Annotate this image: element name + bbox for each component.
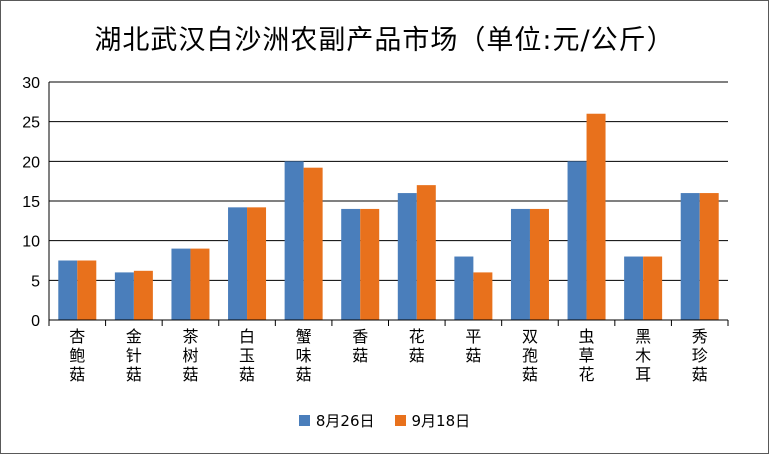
- bar-series-1: [58, 260, 78, 320]
- bar-series-2: [416, 185, 436, 320]
- legend-label-series-2: 9月18日: [411, 412, 471, 430]
- legend-swatch-series-1: [298, 415, 310, 426]
- x-tick-label: 金针菇: [126, 327, 142, 384]
- bar-series-2: [360, 208, 380, 320]
- x-tick-label: 杏鲍菇: [69, 327, 85, 384]
- bar-series-2: [529, 208, 549, 320]
- axis-labels: 0 5 10 15 20 25 30 杏鲍菇 金针菇 茶树菇 白玉菇 蟹味菇 香菇 花菇 平菇 双孢菇 虫草花 黑…: [22, 75, 708, 384]
- x-tick-label: 香菇: [352, 327, 368, 365]
- x-tick-label: 茶树菇: [182, 327, 198, 384]
- legend-label-series-1: 8月26日: [315, 412, 375, 430]
- y-tick-label: 25: [22, 115, 40, 132]
- axes: [48, 82, 729, 326]
- chart-title: 湖北武汉白沙洲农副产品市场（单位:元/公斤）: [94, 25, 675, 56]
- x-tick-label: 黑木耳: [635, 327, 651, 384]
- bar-series-2: [247, 207, 267, 320]
- y-tick-label: 20: [22, 154, 40, 171]
- gridlines: [49, 81, 728, 281]
- x-tick-label: 双孢菇: [522, 327, 538, 384]
- y-tick-label: 15: [22, 194, 40, 211]
- y-tick-label: 0: [31, 313, 40, 330]
- bar-series-1: [171, 248, 191, 320]
- bar-series-1: [284, 161, 304, 320]
- x-tick-label: 花菇: [409, 327, 425, 365]
- bar-series-2: [303, 167, 323, 320]
- legend-swatch-series-2: [394, 415, 406, 426]
- x-tick-label: 虫草花: [579, 327, 595, 384]
- x-tick-label: 白玉菇: [239, 327, 255, 384]
- bar-series-2: [643, 256, 663, 320]
- bar-series-1: [680, 193, 700, 320]
- legend: 8月26日 9月18日: [0, 410, 769, 431]
- bar-series-1: [397, 193, 417, 320]
- x-tick-label: 平菇: [465, 327, 481, 365]
- bar-series-2: [473, 272, 493, 320]
- legend-item-series-1: 8月26日: [298, 410, 375, 431]
- y-tick-label: 5: [31, 273, 40, 290]
- bar-series-2: [586, 113, 606, 320]
- bars: [58, 113, 719, 320]
- bar-series-1: [114, 272, 134, 320]
- bar-series-2: [699, 193, 719, 320]
- x-tick-label: 蟹味菇: [296, 327, 312, 384]
- bar-series-2: [133, 270, 153, 320]
- bar-series-2: [190, 248, 210, 320]
- x-tick-label: 秀珍菇: [692, 327, 708, 384]
- bar-series-1: [567, 161, 587, 320]
- bar-series-1: [228, 207, 248, 320]
- bar-series-1: [510, 208, 530, 320]
- y-tick-label: 30: [22, 75, 40, 92]
- y-tick-label: 10: [22, 234, 40, 251]
- bar-series-1: [624, 256, 644, 320]
- bar-series-1: [454, 256, 474, 320]
- bar-series-1: [341, 208, 361, 320]
- legend-item-series-2: 9月18日: [394, 410, 471, 431]
- bar-series-2: [77, 260, 97, 320]
